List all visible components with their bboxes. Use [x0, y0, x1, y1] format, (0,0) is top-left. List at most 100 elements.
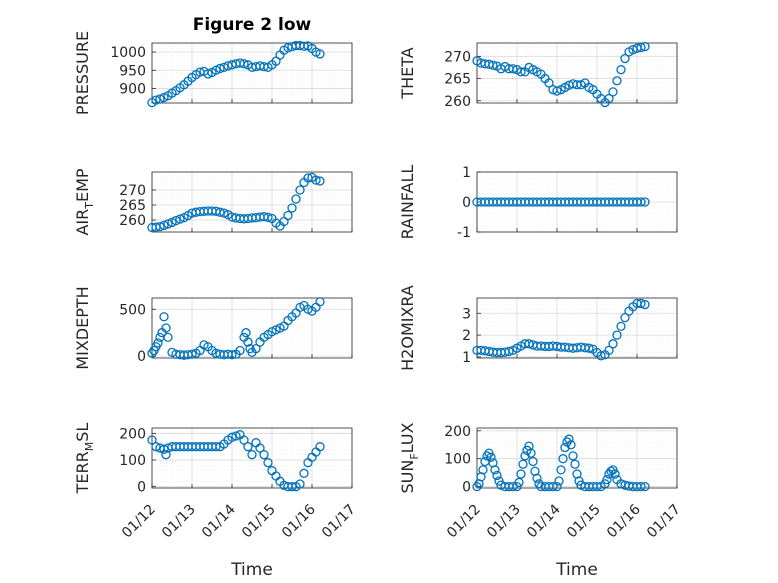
data-point	[564, 434, 574, 444]
y-tick-label: 265	[444, 72, 471, 88]
y-tick-label: 900	[119, 81, 146, 97]
axes-box	[476, 297, 678, 359]
data-point	[478, 465, 488, 475]
series-markers	[472, 298, 650, 361]
axes-box	[151, 171, 353, 233]
data-point	[315, 297, 325, 307]
data-point	[239, 435, 249, 445]
data-point	[516, 67, 526, 77]
data-point	[516, 469, 526, 479]
data-point	[486, 452, 496, 462]
panel-rainfall: -1 0 1 RAINFALL	[398, 165, 678, 241]
data-point	[147, 348, 157, 358]
data-point	[239, 59, 249, 69]
data-point	[592, 481, 602, 492]
data-point	[287, 203, 297, 213]
y-axis-label: H2OMIXRA	[398, 285, 417, 371]
data-point	[299, 468, 309, 478]
data-point	[636, 298, 646, 309]
y-axis-label: RAINFALL	[398, 165, 417, 240]
data-point	[608, 87, 618, 97]
y-tick-label: 100	[119, 453, 146, 469]
data-point	[263, 458, 273, 468]
y-axis-label: SUNFLUX	[398, 422, 421, 493]
data-point	[640, 299, 650, 310]
data-point	[291, 194, 301, 204]
y-tick-label: 260	[444, 94, 471, 110]
data-point	[636, 197, 646, 207]
y-tick-label: 1	[462, 350, 471, 366]
data-point	[604, 93, 614, 104]
data-point	[620, 53, 630, 64]
axes-box	[151, 42, 353, 104]
data-point	[163, 332, 173, 343]
data-point	[311, 175, 321, 185]
data-point	[520, 451, 530, 461]
data-point	[153, 338, 163, 348]
data-point	[211, 442, 221, 452]
data-point	[315, 49, 325, 59]
data-point	[227, 432, 237, 442]
y-axis-label: PRESSURE	[73, 31, 92, 115]
data-point	[235, 345, 245, 356]
data-point	[552, 481, 562, 492]
y-tick-label: 265	[119, 198, 146, 214]
data-point	[151, 442, 161, 452]
data-point	[636, 42, 646, 53]
y-tick-label: 0	[137, 480, 146, 496]
data-point	[558, 454, 568, 464]
axes-box	[476, 42, 678, 104]
data-point	[241, 328, 251, 338]
data-point	[151, 95, 161, 105]
data-point	[492, 470, 502, 481]
data-point	[560, 442, 570, 453]
data-point	[636, 481, 646, 492]
y-axis-label: TERRMSL	[73, 423, 96, 495]
panel-theta: 260 265 270 THETA	[398, 41, 678, 110]
data-point	[472, 481, 482, 492]
data-point	[315, 176, 325, 186]
data-point	[526, 448, 536, 458]
data-point	[155, 221, 165, 232]
data-point	[259, 450, 269, 460]
axes-box	[151, 297, 353, 359]
data-point	[548, 481, 558, 492]
data-point	[640, 197, 650, 207]
data-point	[534, 479, 544, 489]
data-point	[620, 312, 630, 323]
panel-h2omixra: 1 2 3 H2OMIXRA	[398, 285, 678, 371]
data-point	[159, 220, 169, 231]
y-axis-label: MIXDEPTH	[73, 286, 92, 369]
data-point	[608, 339, 618, 349]
series-markers	[472, 434, 650, 492]
data-point	[263, 212, 273, 222]
data-point	[490, 465, 500, 475]
data-point	[283, 210, 293, 221]
data-point	[243, 337, 253, 347]
data-point	[596, 351, 606, 361]
data-point	[219, 208, 229, 218]
data-point	[514, 477, 524, 488]
data-point	[488, 60, 498, 70]
y-tick-label: 950	[119, 63, 146, 79]
y-tick-label: 0	[462, 195, 471, 211]
data-point	[187, 349, 197, 359]
data-point	[243, 442, 253, 452]
y-tick-label: 100	[444, 452, 471, 468]
y-tick-label: 3	[462, 306, 471, 322]
data-point	[159, 312, 169, 322]
data-point	[247, 450, 257, 460]
data-point	[566, 440, 576, 450]
data-point	[528, 456, 538, 467]
data-point	[295, 185, 305, 195]
data-point	[504, 346, 514, 357]
x-axis-label: Time	[230, 560, 273, 580]
data-point	[544, 78, 554, 88]
data-point	[612, 330, 622, 340]
y-axis-label: THETA	[398, 47, 417, 99]
data-point	[554, 476, 564, 486]
data-point	[159, 444, 169, 454]
panel-mixdepth: 0 500 MIXDEPTH	[73, 286, 353, 370]
data-point	[203, 69, 213, 79]
